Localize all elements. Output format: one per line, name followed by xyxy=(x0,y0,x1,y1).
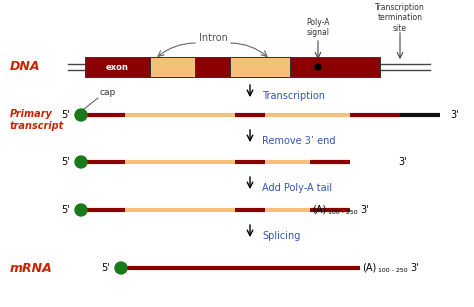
Text: Splicing: Splicing xyxy=(262,231,301,241)
Text: Transcription
termination
site: Transcription termination site xyxy=(375,3,425,33)
Text: 5': 5' xyxy=(101,263,110,273)
Text: cap: cap xyxy=(100,88,116,97)
Text: exon: exon xyxy=(106,63,128,72)
Text: 5': 5' xyxy=(61,110,70,120)
Bar xyxy=(195,57,230,77)
Circle shape xyxy=(75,204,87,216)
Text: Add Poly-A tail: Add Poly-A tail xyxy=(262,183,332,193)
Text: (A): (A) xyxy=(312,205,326,215)
Text: Primary
transcript: Primary transcript xyxy=(10,109,64,131)
Text: 100 - 250: 100 - 250 xyxy=(378,269,408,274)
Text: 5': 5' xyxy=(61,157,70,167)
Text: 3': 3' xyxy=(450,110,459,120)
Text: 5': 5' xyxy=(61,205,70,215)
Bar xyxy=(150,57,290,77)
Bar xyxy=(290,57,380,77)
Text: 100 - 250: 100 - 250 xyxy=(328,211,357,216)
Circle shape xyxy=(75,109,87,121)
Text: Poly-A
signal: Poly-A signal xyxy=(306,18,330,37)
Text: 3': 3' xyxy=(398,157,407,167)
Circle shape xyxy=(115,262,127,274)
Text: DNA: DNA xyxy=(10,60,40,73)
Text: Intron: Intron xyxy=(199,33,228,43)
Text: mRNA: mRNA xyxy=(10,262,53,274)
Circle shape xyxy=(315,64,321,70)
Text: Transcription: Transcription xyxy=(262,91,325,101)
Text: (A): (A) xyxy=(362,263,376,273)
Text: 3': 3' xyxy=(410,263,419,273)
Text: 3': 3' xyxy=(360,205,369,215)
Circle shape xyxy=(75,156,87,168)
Text: Remove 3’ end: Remove 3’ end xyxy=(262,136,336,146)
Bar xyxy=(85,57,150,77)
